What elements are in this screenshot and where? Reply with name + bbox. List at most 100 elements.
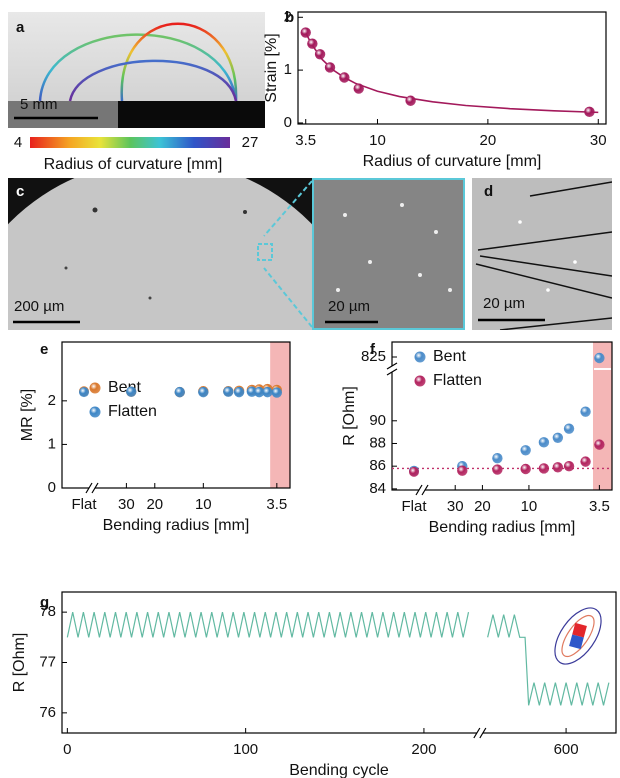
data-point xyxy=(300,27,311,38)
legend-marker xyxy=(89,382,101,394)
axis-break xyxy=(91,482,99,494)
particle xyxy=(418,273,422,277)
axis-break xyxy=(421,484,429,496)
particle xyxy=(148,296,152,300)
colorbar-title: Radius of curvature [mm] xyxy=(44,156,223,173)
scale-bar-label: 5 mm xyxy=(20,96,58,113)
panel-label: a xyxy=(16,19,25,36)
data-point xyxy=(324,62,336,73)
y-tick-label: 2 xyxy=(284,8,292,25)
data-point xyxy=(233,386,245,398)
x-tick-label: 100 xyxy=(233,741,258,758)
data-point xyxy=(307,38,318,49)
x-tick-label: 10 xyxy=(521,498,538,515)
data-point xyxy=(353,83,364,94)
panel-label: d xyxy=(484,183,493,200)
axis-break xyxy=(386,362,398,370)
particle xyxy=(434,230,438,234)
crack xyxy=(475,181,612,330)
particle xyxy=(243,210,247,214)
y-axis-label: MR [%] xyxy=(19,389,36,441)
zoom-guide xyxy=(263,180,313,328)
data-point xyxy=(246,386,258,397)
y-tick-label: 0 xyxy=(48,479,56,496)
data-line xyxy=(305,32,599,114)
colorbar-max: 27 xyxy=(242,134,259,151)
data-line xyxy=(66,612,610,706)
scale-bar-label: 200 µm xyxy=(14,298,64,315)
y-tick-label: 86 xyxy=(369,457,386,474)
x-tick-label: 0 xyxy=(63,741,71,758)
plot-frame xyxy=(391,341,613,491)
magnet-pole xyxy=(572,622,587,638)
axis-break-gap xyxy=(89,484,95,492)
x-axis-label: Bending radius [mm] xyxy=(103,517,250,534)
x-tick-label: 3.5 xyxy=(589,498,610,515)
legend-label: Bent xyxy=(433,348,466,365)
axis-break xyxy=(85,482,93,494)
panel-label: b xyxy=(285,9,294,26)
y-axis-label: R [Ohm] xyxy=(11,633,28,693)
data-point xyxy=(457,465,468,476)
x-tick-label: 3.5 xyxy=(266,496,287,513)
particle xyxy=(573,260,577,264)
x-tick-label: 200 xyxy=(411,741,436,758)
substrate xyxy=(118,101,265,128)
data-point xyxy=(409,466,419,477)
particle xyxy=(92,207,98,213)
x-axis-label: Bending radius [mm] xyxy=(429,519,576,536)
x-tick-label: 600 xyxy=(554,741,579,758)
panel-label: g xyxy=(40,594,49,611)
particle xyxy=(64,266,68,270)
data-point xyxy=(584,106,595,118)
x-tick-label: 30 xyxy=(447,498,464,515)
x-tick-label: 20 xyxy=(480,132,497,149)
legend-marker xyxy=(414,351,426,363)
shaded-region xyxy=(592,342,612,490)
data-point xyxy=(552,432,564,444)
magnet-icon xyxy=(554,607,602,665)
panel-a: a 5 mm 4 27 Radius of curvature [mm] xyxy=(8,12,265,173)
data-point xyxy=(563,460,575,472)
panel-label: e xyxy=(40,341,48,358)
particle xyxy=(336,288,340,292)
data-point xyxy=(174,386,185,398)
particle xyxy=(400,203,404,207)
particle xyxy=(343,213,347,217)
colorbar-min: 4 xyxy=(14,134,22,151)
y-tick-label: 1 xyxy=(284,61,292,78)
magnet-pole xyxy=(569,634,584,650)
data-point xyxy=(492,453,503,464)
x-tick-label: 10 xyxy=(195,496,212,513)
data-point xyxy=(492,464,503,475)
axis-break xyxy=(415,484,423,496)
x-tick-label: Flat xyxy=(71,496,97,513)
x-tick-label: Flat xyxy=(401,498,427,515)
legend-label: Flatten xyxy=(433,372,482,389)
micrograph xyxy=(472,178,612,330)
y-tick-label: 77 xyxy=(39,653,56,670)
x-tick-label: 20 xyxy=(474,498,491,515)
data-point xyxy=(314,49,326,60)
axis-break-gap xyxy=(419,486,425,494)
axis-break-gap xyxy=(388,366,396,372)
y-tick-label: 90 xyxy=(369,412,386,429)
data-point xyxy=(271,387,283,398)
y-tick-label: 0 xyxy=(284,114,292,131)
x-tick-label: 30 xyxy=(118,496,135,513)
field-line xyxy=(554,607,602,665)
data-point xyxy=(198,386,209,398)
data-point xyxy=(538,463,550,474)
data-point xyxy=(594,352,605,364)
axis-break xyxy=(386,368,398,376)
panel-d: d 20 µm xyxy=(472,178,612,330)
data-point xyxy=(223,386,234,397)
x-axis-label: Radius of curvature [mm] xyxy=(363,153,542,170)
particle xyxy=(518,220,522,224)
legend-marker xyxy=(414,375,426,387)
shaded-region xyxy=(270,342,290,488)
y-tick-label: 84 xyxy=(369,480,386,497)
sample-disk xyxy=(8,178,312,330)
